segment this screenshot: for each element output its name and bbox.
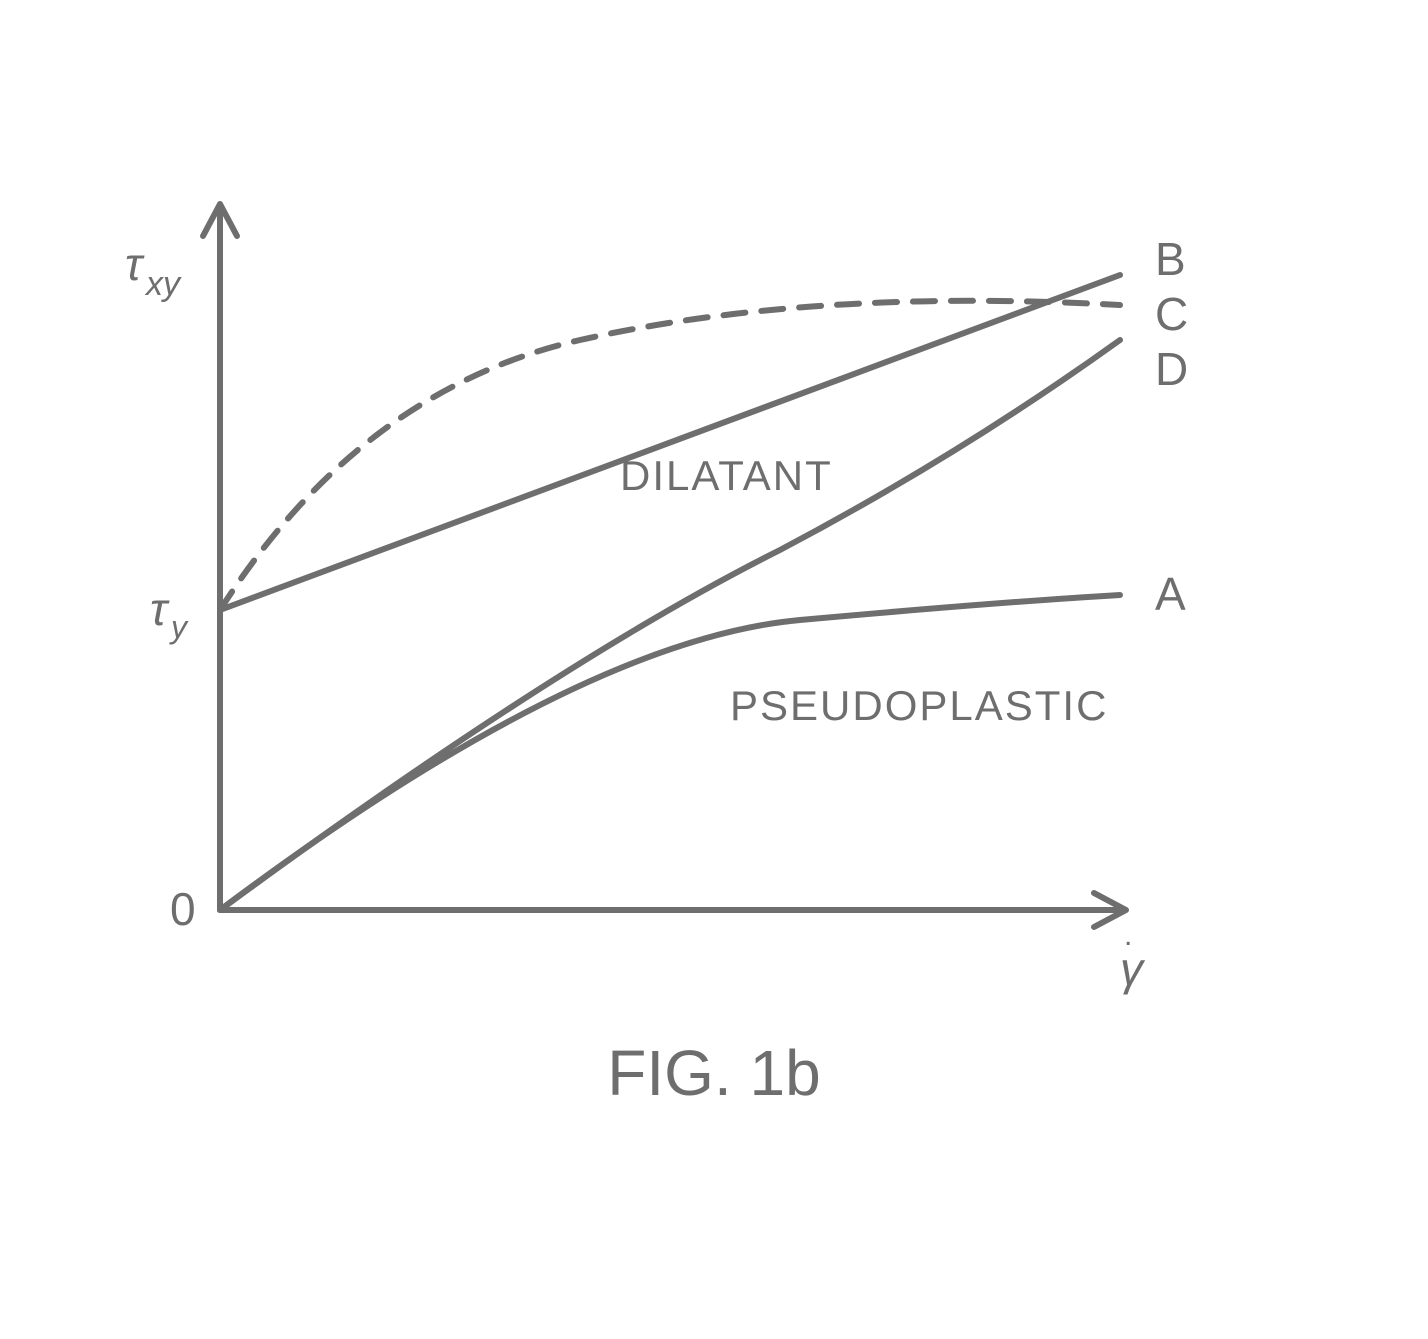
curve-label-b: B (1155, 233, 1186, 285)
curve-label-a: A (1155, 568, 1186, 620)
origin-label: 0 (170, 883, 196, 935)
region-label-dilatant: DILATANT (620, 452, 833, 499)
svg-text:xy: xy (144, 265, 182, 303)
curve-d (220, 340, 1120, 910)
figure-container: τ xy τ y 0 γ . DILATANT PSEUDOPLASTIC B … (0, 0, 1428, 1339)
svg-text:.: . (1124, 919, 1132, 952)
x-axis-label: γ . (1120, 919, 1146, 995)
svg-text:y: y (169, 609, 189, 645)
figure-caption: FIG. 1b (607, 1037, 820, 1109)
y-tick-tau-y: τ y (150, 583, 189, 645)
svg-text:τ: τ (150, 583, 170, 635)
y-axis-label: τ xy (125, 238, 182, 303)
svg-text:τ: τ (125, 238, 145, 290)
curve-label-c: C (1155, 288, 1188, 340)
region-label-pseudoplastic: PSEUDOPLASTIC (730, 682, 1108, 729)
curve-label-d: D (1155, 343, 1188, 395)
chart-svg: τ xy τ y 0 γ . DILATANT PSEUDOPLASTIC B … (0, 0, 1428, 1339)
curve-a (220, 595, 1120, 910)
